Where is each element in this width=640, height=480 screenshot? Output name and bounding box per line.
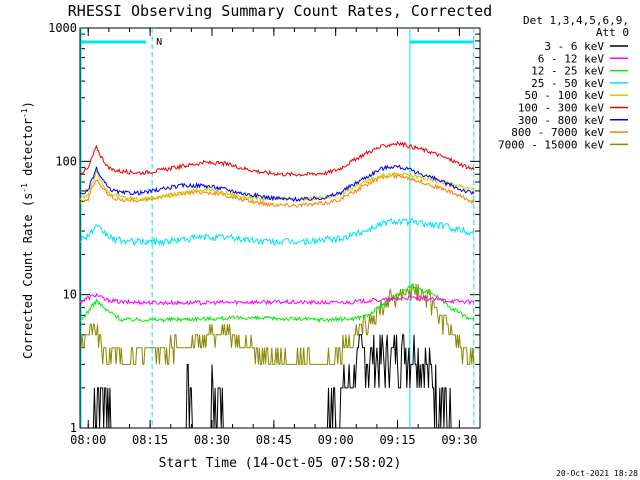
legend-entry-label: 7000 - 15000 keV	[498, 138, 604, 151]
series-line-2	[79, 292, 475, 306]
x-axis-label: Start Time (14-Oct-05 07:58:02)	[159, 456, 402, 471]
y-axis-label-sup-2: -1	[20, 108, 29, 118]
legend-entry-label: 6 - 12 keV	[538, 52, 605, 65]
legend-header-line-2: Att 0	[596, 26, 629, 39]
legend-entry-label: 300 - 800 keV	[518, 114, 604, 127]
legend-entry-label: 12 - 25 keV	[531, 65, 604, 78]
x-tick-label: 09:30	[441, 433, 477, 447]
x-tick-label: 08:45	[256, 433, 292, 447]
series-line-5	[79, 170, 475, 203]
legend-header-line-1: Det 1,3,4,5,6,9,	[523, 14, 629, 27]
legend-entry-label: 50 - 100 keV	[525, 89, 605, 102]
series-line-8	[79, 172, 475, 208]
y-tick-label: 1	[70, 421, 77, 435]
x-tick-label: 09:15	[379, 433, 415, 447]
y-axis-label-sup-1: -1	[20, 183, 29, 193]
legend-entry-label: 100 - 300 keV	[518, 102, 604, 115]
footer-date: 20-Oct-2021 18:28	[556, 469, 638, 478]
series-line-3	[80, 285, 475, 323]
legend-entry-label: 25 - 50 keV	[531, 77, 604, 90]
y-axis-label-text-end: )	[21, 101, 35, 108]
flag-label: N	[156, 37, 162, 48]
y-axis-label-text-mid: detector	[21, 118, 35, 183]
series-line-6	[79, 140, 475, 178]
x-tick-label: 09:00	[318, 433, 354, 447]
y-axis-label-text-start: Corrected Count Rate (s	[21, 193, 35, 359]
legend-entry-label: 800 - 7000 keV	[511, 126, 604, 139]
chart-title: RHESSI Observing Summary Count Rates, Co…	[68, 2, 492, 20]
x-tick-label: 08:00	[70, 433, 106, 447]
plot-area: 08:00 08:15 08:30 08:45 09:00 09:15 09:30 1 10 10…	[48, 21, 481, 447]
x-tick-label: 08:30	[194, 433, 230, 447]
series-line-1	[80, 334, 474, 429]
series-line-7	[79, 164, 475, 203]
legend-entry-label: 3 - 6 keV	[544, 40, 604, 53]
series-line-9	[80, 283, 475, 365]
series-line-4	[80, 217, 475, 247]
y-tick-label: 1000	[48, 21, 77, 35]
x-tick-label: 08:15	[132, 433, 168, 447]
y-tick-label: 100	[55, 154, 77, 168]
y-axis-label: Corrected Count Rate (s-1 detector-1)	[20, 101, 35, 359]
y-tick-label: 10	[63, 288, 77, 302]
